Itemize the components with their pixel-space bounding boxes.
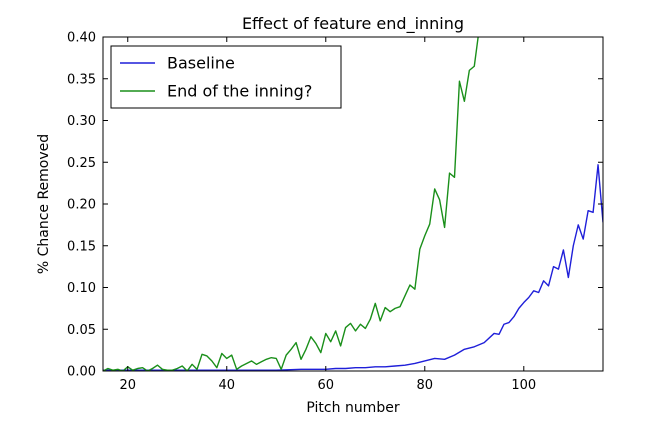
series-line-0 [103, 164, 603, 371]
chart-title: Effect of feature end_inning [242, 14, 464, 34]
y-tick-label: 0.00 [67, 365, 96, 380]
axis-ticks: 20 40 60 80 100 0.00 0.05 0.10 0.15 0.20 0.25 0.30 0… [67, 31, 603, 393]
y-tick-label: 0.35 [67, 72, 96, 87]
series-layer [103, 37, 603, 371]
y-tick-label: 0.20 [67, 198, 96, 213]
x-tick-label: 100 [511, 378, 536, 393]
y-tick-label: 0.05 [67, 323, 96, 338]
series-line-1 [103, 37, 479, 371]
x-tick-label: 40 [218, 378, 235, 393]
x-axis-label: Pitch number [306, 400, 399, 416]
x-tick-label: 80 [417, 378, 434, 393]
legend-label-0: Baseline [167, 54, 235, 73]
y-tick-label: 0.15 [67, 239, 96, 254]
x-tick-label: 60 [317, 378, 334, 393]
y-tick-label: 0.30 [67, 114, 96, 129]
y-axis-label: % Chance Removed [36, 134, 52, 274]
y-tick-label: 0.25 [67, 156, 96, 171]
y-tick-label: 0.10 [67, 281, 96, 296]
legend-label-1: End of the inning? [167, 82, 312, 101]
legend: Baseline End of the inning? [110, 45, 342, 109]
legend-box [110, 45, 342, 109]
y-tick-label: 0.40 [67, 31, 96, 46]
x-tick-label: 20 [119, 378, 136, 393]
